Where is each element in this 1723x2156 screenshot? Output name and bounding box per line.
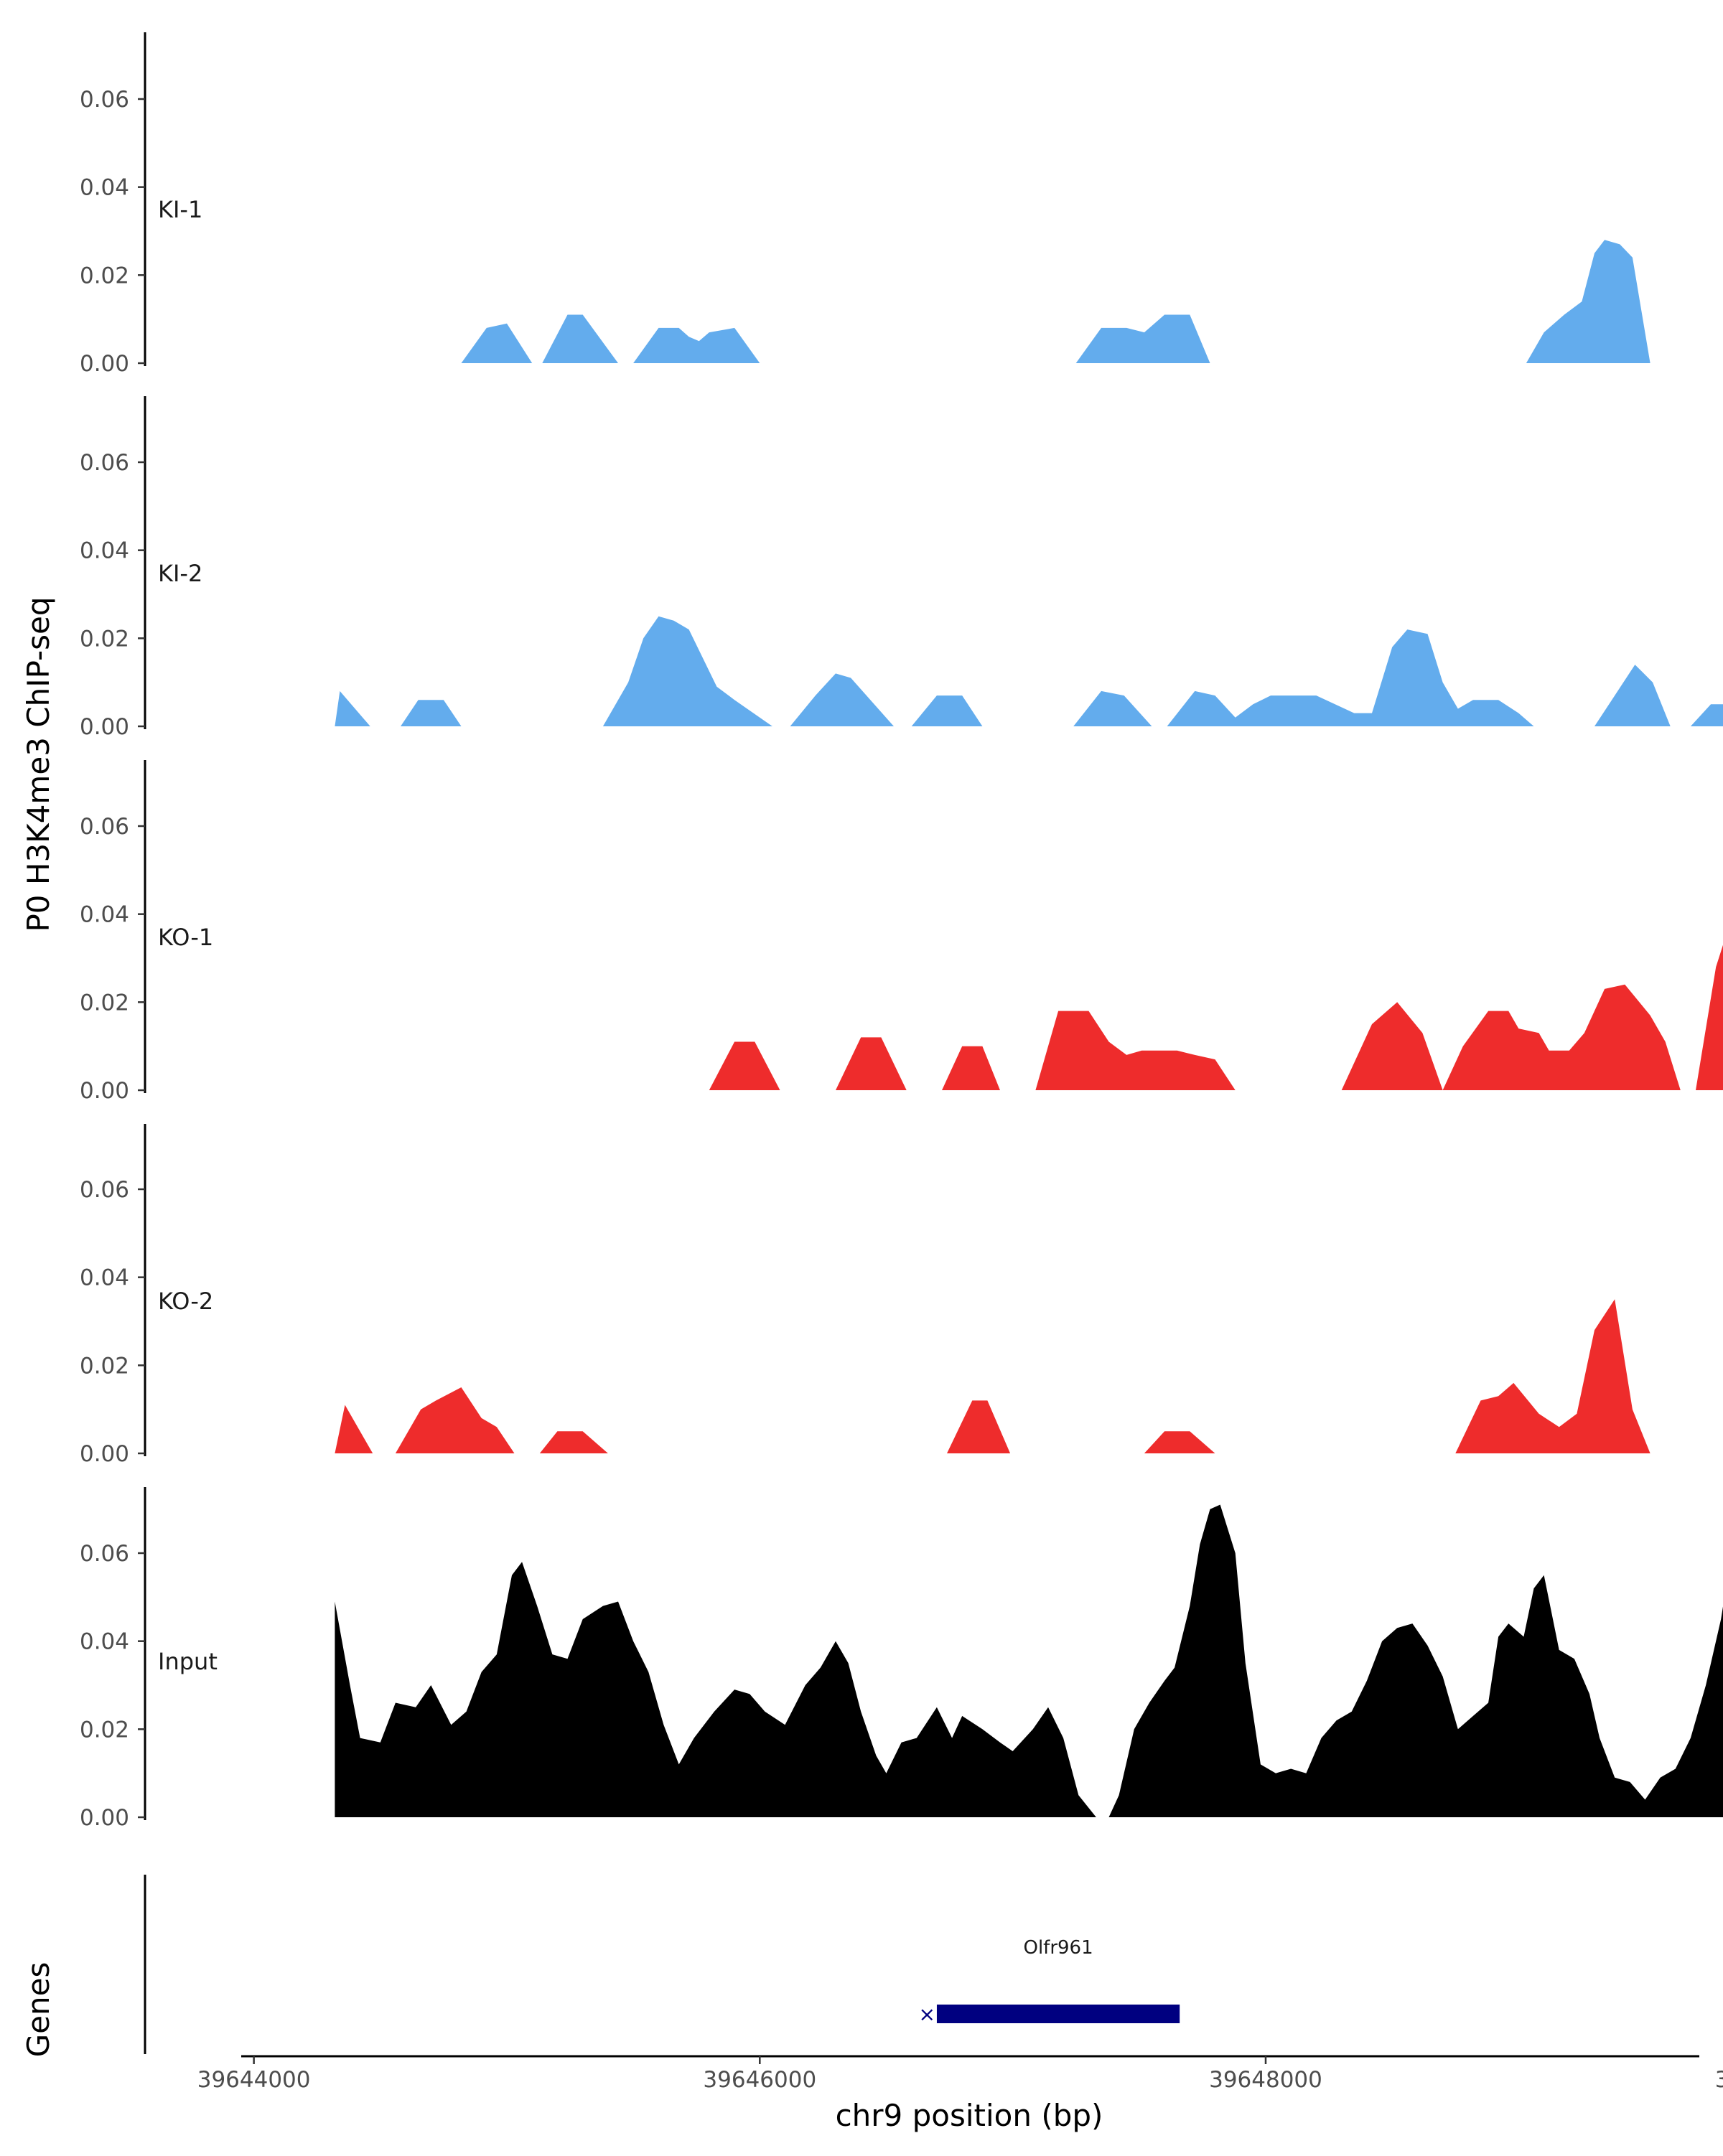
x-tick-label: 39650000	[1715, 2067, 1723, 2093]
y-tick-label: 0.06	[80, 450, 129, 476]
y-tick-label: 0.04	[80, 1629, 129, 1655]
series-area-input	[335, 1505, 1723, 1818]
track-label-ki-1: KI-1	[158, 196, 202, 223]
y-tick-label: 0.06	[80, 1177, 129, 1203]
gene-strand-marker: ×	[918, 2002, 935, 2026]
y-tick-label: 0.04	[80, 1265, 129, 1291]
y-tick-label: 0.02	[80, 1717, 129, 1743]
y-tick-label: 0.04	[80, 175, 129, 201]
series-area-ki-1	[462, 240, 1723, 363]
genes-track-title: Genes	[21, 1962, 56, 2058]
x-tick-label: 39648000	[1209, 2067, 1322, 2093]
y-tick-label: 0.02	[80, 1353, 129, 1379]
y-tick-label: 0.02	[80, 263, 129, 289]
series-area-ko-1	[709, 927, 1723, 1090]
y-axis-title: P0 H3K4me3 ChIP-seq	[21, 596, 56, 932]
track-label-ki-2: KI-2	[158, 560, 202, 587]
y-tick-label: 0.00	[80, 714, 129, 740]
y-tick-label: 0.06	[80, 1541, 129, 1567]
y-tick-label: 0.04	[80, 902, 129, 928]
y-tick-label: 0.00	[80, 1441, 129, 1467]
y-tick-label: 0.02	[80, 990, 129, 1016]
y-tick-label: 0.00	[80, 351, 129, 377]
gene-body-olfr961	[937, 2005, 1180, 2023]
y-tick-label: 0.00	[80, 1078, 129, 1104]
x-tick-label: 39646000	[703, 2067, 816, 2093]
track-label-ko-1: KO-1	[158, 924, 213, 951]
y-tick-label: 0.04	[80, 538, 129, 564]
y-tick-label: 0.06	[80, 87, 129, 113]
gene-label-olfr961: Olfr961	[1023, 1937, 1093, 1959]
x-axis-title: chr9 position (bp)	[836, 2098, 1103, 2133]
track-label-ko-2: KO-2	[158, 1288, 213, 1315]
y-tick-label: 0.06	[80, 814, 129, 840]
y-tick-label: 0.02	[80, 626, 129, 652]
series-area-ki-2	[335, 617, 1723, 726]
series-area-ko-2	[335, 1299, 1723, 1453]
y-tick-label: 0.00	[80, 1805, 129, 1831]
x-tick-label: 39644000	[197, 2067, 311, 2093]
track-label-input: Input	[158, 1648, 218, 1675]
